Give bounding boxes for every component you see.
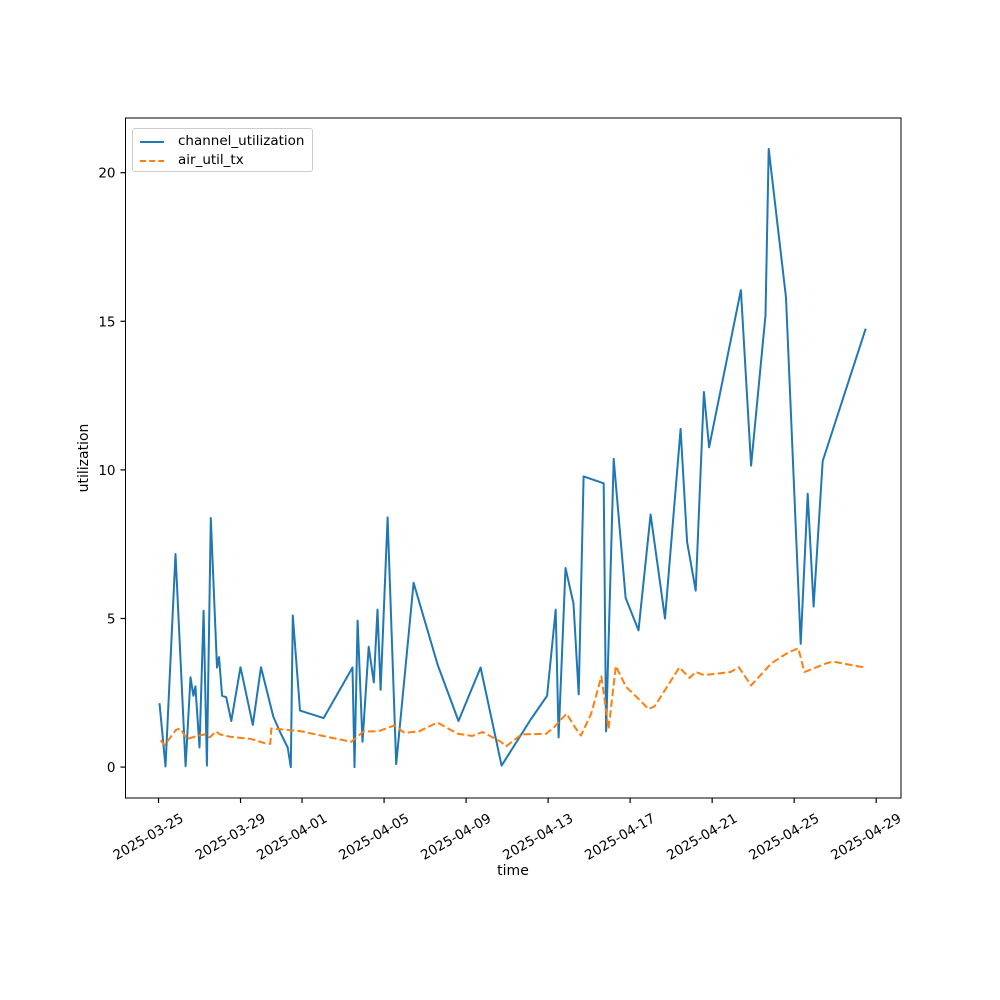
x-tick-label: 2025-03-25 — [111, 811, 187, 864]
legend-label-channel-utilization: channel_utilization — [178, 133, 305, 149]
x-tick-label: 2025-04-13 — [500, 811, 576, 864]
legend-line-solid-icon — [140, 140, 164, 143]
x-tick-label: 2025-04-21 — [664, 811, 740, 864]
y-tick-label: 20 — [98, 166, 115, 182]
series-line-channel_utilization — [158, 147, 867, 769]
legend-label-air-util-tx: air_util_tx — [178, 152, 244, 168]
x-tick-label: 2025-04-09 — [418, 811, 494, 864]
y-tick-label: 15 — [98, 314, 115, 330]
x-tick-label: 2025-04-01 — [254, 811, 330, 864]
y-tick-label: 0 — [107, 760, 116, 776]
x-tick-label: 2025-04-17 — [582, 811, 658, 864]
y-axis-title: utilization — [76, 423, 92, 493]
x-tick-label: 2025-04-29 — [828, 811, 904, 864]
x-axis-title: time — [497, 863, 529, 879]
legend-row-air-util-tx: air_util_tx — [140, 151, 312, 170]
series-line-air_util_tx — [159, 647, 867, 748]
y-tick-label: 5 — [107, 611, 116, 627]
legend: channel_utilization air_util_tx — [132, 128, 313, 172]
legend-row-channel-utilization: channel_utilization — [140, 132, 312, 151]
legend-line-dashed-icon — [140, 159, 164, 162]
x-tick-label: 2025-04-05 — [336, 811, 412, 864]
y-tick-label: 10 — [98, 463, 115, 479]
axes-spines — [125, 117, 902, 799]
x-tick-label: 2025-04-25 — [746, 811, 822, 864]
